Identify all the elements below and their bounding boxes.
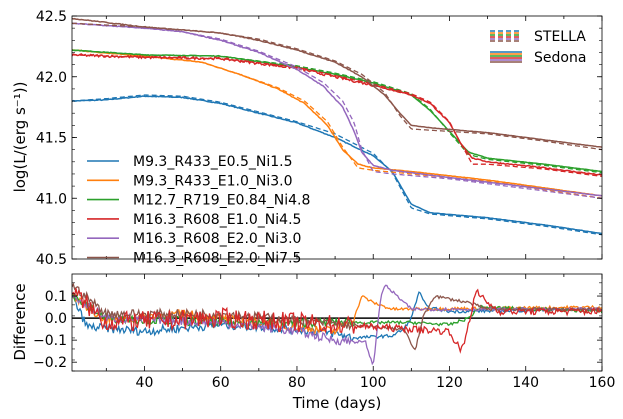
y-tick-label: 41.5 [36, 131, 67, 147]
bottom-ylabel: Difference [11, 283, 29, 360]
legend-label: M12.7_R719_E0.84_Ni4.8 [133, 193, 310, 209]
difference-line-4 [72, 284, 602, 366]
sedona-line-3 [72, 49, 602, 173]
y-tick-label: 42.5 [36, 9, 67, 25]
top-ylabel: log(L/(erg s⁻¹)) [11, 82, 29, 193]
y-tick-label: 42.0 [36, 70, 67, 86]
legend-label: M16.3_R608_E2.0_Ni3.0 [133, 231, 301, 247]
luminosity-panel: 40.5 41.0 41.5 42.0 42.5 M9.3_R433_E0.5_Ni1.5… [36, 9, 603, 268]
stella-line-6 [72, 22, 602, 151]
axes-frame [71, 273, 603, 372]
legend-label: M9.3_R433_E0.5_Ni1.5 [133, 154, 293, 170]
legend-models: M9.3_R433_E0.5_Ni1.5 M9.3_R433_E1.0_Ni3.0… [87, 154, 310, 267]
y-tick-label: 41.0 [36, 191, 67, 207]
x-tick-label: 60 [212, 375, 230, 391]
x-tick-label: 40 [136, 375, 154, 391]
x-tick-label: 100 [360, 375, 387, 391]
difference-line-5 [72, 282, 602, 351]
legend-label: M16.3_R608_E2.0_Ni7.5 [133, 251, 301, 267]
x-tick-label: 140 [512, 375, 539, 391]
sedona-line-6 [72, 17, 602, 148]
legend-code-label: Sedona [534, 50, 586, 66]
legend-label: M16.3_R608_E1.0_Ni4.5 [133, 212, 301, 228]
y-tick-label: 0.0 [45, 311, 67, 327]
stella-line-1 [72, 94, 602, 236]
y-tick-label: −0.2 [33, 355, 67, 371]
sedona-line-4 [72, 53, 602, 176]
x-tick-label: 160 [589, 375, 616, 391]
sedona-line-5 [72, 22, 602, 197]
xlabel: Time (days) [292, 394, 382, 412]
difference-line-6 [72, 288, 602, 354]
legend-codes: STELLA Sedona [490, 29, 586, 66]
difference-panel: −0.2 −0.1 0.0 0.1 40 60 80 100 120 140 160 [33, 273, 616, 391]
legend-label: M9.3_R433_E1.0_Ni3.0 [133, 173, 293, 189]
y-tick-label: 0.1 [45, 289, 67, 305]
stella-line-5 [72, 22, 602, 199]
legend-code-label: STELLA [534, 29, 586, 45]
difference-line-1 [72, 291, 602, 341]
x-tick-label: 120 [436, 375, 463, 391]
y-tick-label: 40.5 [36, 252, 67, 268]
x-tick-label: 80 [288, 375, 306, 391]
series-group [72, 282, 602, 366]
y-tick-label: −0.1 [33, 333, 67, 349]
series-group [72, 17, 602, 236]
